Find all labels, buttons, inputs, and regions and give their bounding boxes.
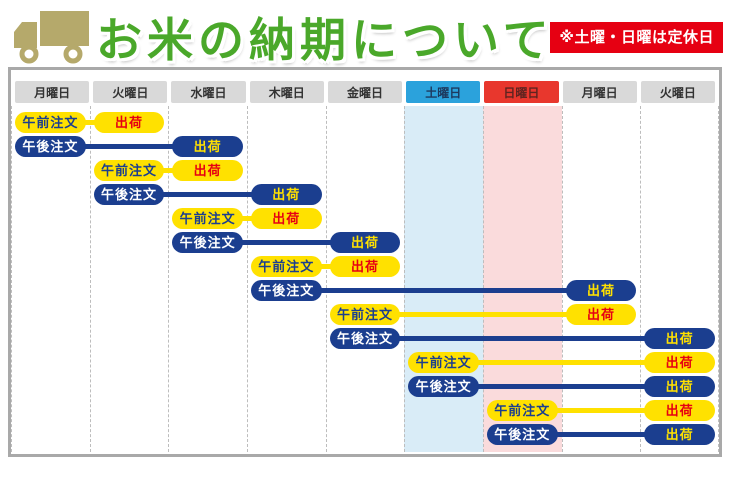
column-separator bbox=[247, 106, 248, 452]
connector-line bbox=[365, 336, 680, 341]
connector-line bbox=[522, 432, 680, 437]
order-pill: 午後注文 bbox=[15, 136, 86, 157]
day-header-3: 木曜日 bbox=[249, 81, 324, 103]
schedule-row: 午前注文 出荷 bbox=[11, 111, 719, 135]
ship-pill: 出荷 bbox=[644, 376, 715, 397]
schedule-row: 午前注文 出荷 bbox=[11, 303, 719, 327]
schedule-row: 午前注文 出荷 bbox=[11, 399, 719, 423]
connector-line bbox=[286, 264, 365, 269]
ship-pill: 出荷 bbox=[644, 328, 715, 349]
order-pill: 午後注文 bbox=[408, 376, 479, 397]
schedule-row: 午前注文 出荷 bbox=[11, 159, 719, 183]
ship-pill: 出荷 bbox=[93, 112, 165, 133]
schedule-row: 午後注文 出荷 bbox=[11, 375, 719, 399]
column-separator bbox=[325, 106, 327, 452]
ship-pill: 出荷 bbox=[644, 424, 715, 445]
schedule-row: 午後注文 出荷 bbox=[11, 423, 719, 447]
page-title: お米の納期について bbox=[96, 14, 554, 66]
schedule-row: 午前注文 出荷 bbox=[11, 351, 719, 375]
schedule-row: 午前注文 出荷 bbox=[11, 207, 719, 231]
connector-line bbox=[443, 384, 680, 389]
day-header-0: 月曜日 bbox=[15, 81, 90, 103]
day-header-4: 金曜日 bbox=[327, 81, 403, 103]
truck-icon bbox=[13, 8, 91, 69]
connector-line bbox=[129, 168, 208, 173]
schedule-row: 午後注文 出荷 bbox=[11, 327, 719, 351]
schedule-row: 午前注文 出荷 bbox=[11, 255, 719, 279]
ship-pill: 出荷 bbox=[644, 352, 715, 373]
day-header-8: 火曜日 bbox=[640, 81, 715, 103]
column-separator bbox=[11, 106, 12, 452]
day-header-1: 火曜日 bbox=[93, 81, 168, 103]
connector-line bbox=[443, 360, 680, 365]
ship-pill: 出荷 bbox=[644, 400, 715, 421]
connector-line bbox=[207, 216, 287, 221]
ship-pill: 出荷 bbox=[172, 136, 243, 157]
order-pill: 午後注文 bbox=[93, 184, 165, 205]
connector-line bbox=[207, 240, 365, 245]
ship-pill: 出荷 bbox=[329, 256, 401, 277]
column-separator bbox=[89, 106, 91, 452]
sunday-tint bbox=[483, 106, 562, 452]
order-pill: 午後注文 bbox=[172, 232, 243, 253]
day-header-2: 水曜日 bbox=[171, 81, 246, 103]
schedule-row: 午後注文 出荷 bbox=[11, 183, 719, 207]
column-separator bbox=[404, 106, 406, 452]
column-separator bbox=[168, 106, 170, 452]
order-pill: 午前注文 bbox=[93, 160, 165, 181]
day-header-7: 月曜日 bbox=[562, 81, 637, 103]
ship-pill: 出荷 bbox=[329, 232, 401, 253]
ship-pill: 出荷 bbox=[250, 184, 322, 205]
column-separator bbox=[640, 106, 642, 452]
rows-container: 午前注文 出荷 午後注文 出荷 午前注文 出荷 午後注文 出荷 午前注文 出荷 午後注文 出荷 午前注文… bbox=[11, 111, 719, 447]
connector-line bbox=[365, 312, 601, 317]
day-header-5: 土曜日 bbox=[406, 81, 481, 103]
order-pill: 午前注文 bbox=[15, 112, 86, 133]
schedule-row: 午後注文 出荷 bbox=[11, 231, 719, 255]
order-pill: 午前注文 bbox=[172, 208, 243, 229]
ship-pill: 出荷 bbox=[250, 208, 322, 229]
connector-line bbox=[50, 120, 129, 125]
schedule-row: 午後注文 出荷 bbox=[11, 135, 719, 159]
connector-line bbox=[286, 288, 601, 293]
ship-pill: 出荷 bbox=[565, 304, 637, 325]
connector-line bbox=[129, 192, 287, 197]
column-separator bbox=[561, 106, 563, 452]
order-pill: 午後注文 bbox=[486, 424, 558, 445]
order-pill: 午前注文 bbox=[486, 400, 558, 421]
ship-pill: 出荷 bbox=[565, 280, 637, 301]
connector-line bbox=[50, 144, 208, 149]
schedule-board: 月曜日 火曜日 水曜日 木曜日 金曜日 土曜日 日曜日 月曜日 火曜日 午前注文 出荷 午後注文 出荷… bbox=[8, 67, 722, 457]
day-header-row: 月曜日 火曜日 水曜日 木曜日 金曜日 土曜日 日曜日 月曜日 火曜日 bbox=[13, 81, 717, 103]
order-pill: 午前注文 bbox=[250, 256, 322, 277]
schedule-row: 午後注文 出荷 bbox=[11, 279, 719, 303]
order-pill: 午後注文 bbox=[329, 328, 401, 349]
order-pill: 午後注文 bbox=[250, 280, 322, 301]
order-pill: 午前注文 bbox=[408, 352, 479, 373]
closed-days-note: ※土曜・日曜は定休日 bbox=[550, 22, 723, 53]
column-separator bbox=[718, 106, 719, 452]
column-separator bbox=[483, 106, 484, 452]
order-pill: 午前注文 bbox=[329, 304, 401, 325]
connector-line bbox=[522, 408, 680, 413]
ship-pill: 出荷 bbox=[172, 160, 243, 181]
day-header-6: 日曜日 bbox=[484, 81, 559, 103]
